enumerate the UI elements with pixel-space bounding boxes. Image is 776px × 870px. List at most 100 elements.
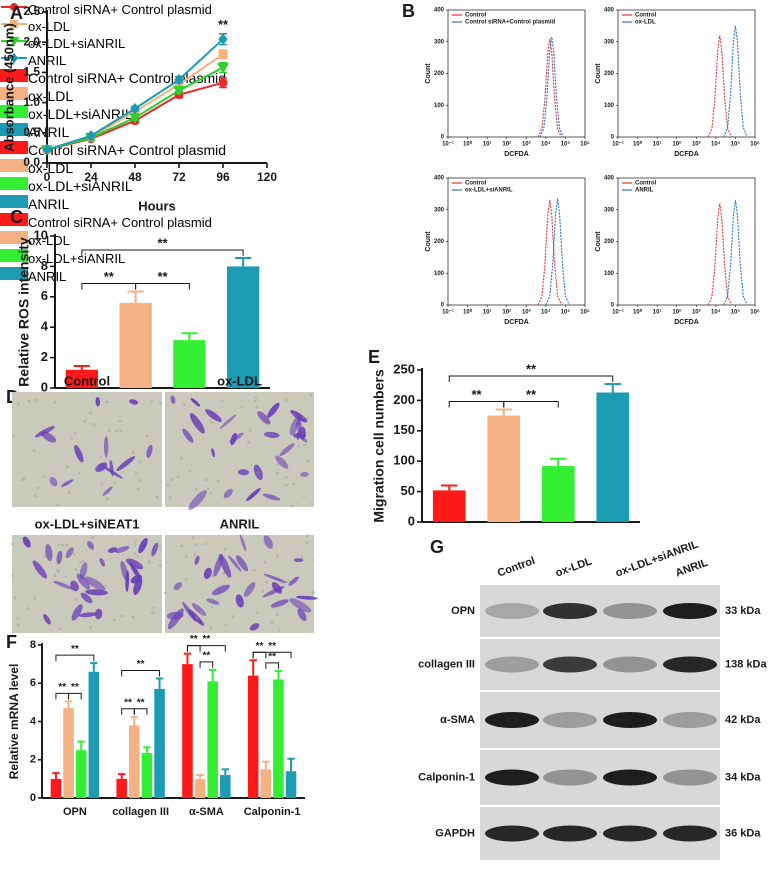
y-tick-label: 0.5	[23, 125, 40, 139]
y-tick-label: 0	[30, 792, 36, 804]
pore	[131, 615, 135, 619]
pore	[118, 419, 122, 423]
cell	[151, 542, 159, 557]
pore	[137, 488, 140, 491]
pore	[290, 504, 294, 508]
legend-entry: Control siRNA+ Control plasmid	[0, 140, 776, 158]
histogram-curve	[723, 25, 748, 138]
significance-label: **	[71, 682, 79, 693]
x-axis-label: DCFDA	[674, 319, 699, 326]
pore	[202, 621, 205, 625]
pore	[256, 611, 259, 614]
x-tick-label: 10³	[522, 308, 531, 315]
x-tick-label: 10⁵	[731, 309, 741, 315]
marker	[10, 3, 18, 11]
y-tick-label: 1.5	[23, 65, 40, 79]
cell	[125, 558, 144, 570]
cell	[228, 555, 242, 572]
histogram-curve	[537, 200, 563, 306]
y-tick-label: 2.5	[23, 4, 40, 18]
blot-size-label: 36 kDa	[725, 827, 761, 839]
y-tick-label: 1.0	[23, 95, 40, 109]
error-bar	[550, 457, 567, 467]
bar	[50, 778, 62, 798]
pore	[257, 472, 260, 475]
bar	[487, 415, 521, 522]
marker	[10, 20, 18, 28]
blot-column-label: Control	[496, 555, 537, 580]
pore	[210, 421, 213, 424]
histogram-curve	[545, 198, 570, 306]
error-bar	[90, 662, 98, 672]
significance-bracket	[448, 401, 505, 408]
legend-entry: ANRIL	[0, 266, 776, 284]
pore	[278, 628, 281, 632]
pore	[115, 429, 118, 433]
cell	[249, 623, 260, 631]
pore	[53, 574, 57, 578]
x-tick-label: 120	[257, 170, 277, 184]
legend-entry: ox-LDL	[0, 86, 776, 104]
bar	[247, 675, 259, 798]
legend-swatch-box	[0, 159, 28, 172]
blot-row-label: OPN	[451, 605, 475, 617]
cell	[76, 573, 91, 590]
bar	[119, 302, 152, 388]
pore	[95, 465, 98, 469]
panel-letter: C	[10, 207, 23, 227]
plot-frame	[617, 9, 756, 138]
pore	[240, 405, 243, 409]
bar	[63, 708, 74, 798]
cell	[80, 592, 93, 604]
bar	[432, 490, 466, 522]
legend-swatch	[0, 267, 28, 280]
pore	[145, 434, 149, 438]
pore	[17, 402, 20, 405]
pore	[297, 444, 300, 448]
pore	[283, 459, 286, 462]
pore	[91, 536, 95, 539]
x-tick-label: 10⁶	[750, 309, 760, 315]
error-bar	[181, 332, 198, 341]
pore	[67, 491, 71, 494]
pore	[100, 482, 103, 485]
legend-swatch-box	[0, 231, 28, 244]
bar	[227, 266, 260, 388]
y-tick-label: 0	[408, 513, 415, 528]
histogram-curve	[537, 38, 563, 138]
cell	[257, 411, 271, 425]
legend-label: Control	[635, 13, 657, 19]
blot-band	[663, 656, 717, 673]
pore	[185, 555, 188, 558]
x-tick-label: 10¹	[483, 140, 492, 147]
pore	[74, 598, 78, 601]
cell	[211, 584, 230, 596]
y-tick-label: 400	[604, 176, 615, 182]
significance-label: **	[268, 651, 276, 662]
blot-column-label: ox-LDL	[554, 555, 594, 579]
blot-band	[485, 825, 539, 842]
x-tick-label: OPN	[63, 806, 87, 818]
y-tick-label: 200	[434, 71, 445, 77]
marker	[217, 63, 229, 74]
pore	[104, 584, 108, 588]
bar	[260, 769, 272, 798]
x-tick-label: 10⁰	[633, 140, 643, 147]
cell	[289, 598, 312, 613]
error-bar	[274, 669, 283, 680]
pore	[74, 568, 78, 571]
pore	[147, 561, 151, 564]
legend-label: Control siRNA+ Control plasmid	[28, 142, 227, 158]
cell	[40, 431, 57, 443]
bar	[541, 466, 575, 522]
blot-band	[543, 603, 597, 619]
blot-band	[603, 769, 657, 786]
cell	[182, 428, 194, 443]
pore	[119, 429, 123, 433]
cell	[84, 576, 106, 591]
x-tick-label: 0	[44, 170, 51, 184]
x-tick-label: 10³	[522, 140, 531, 147]
bar	[273, 679, 284, 798]
pore	[292, 413, 296, 416]
x-tick-label: Calponin-1	[244, 806, 301, 818]
